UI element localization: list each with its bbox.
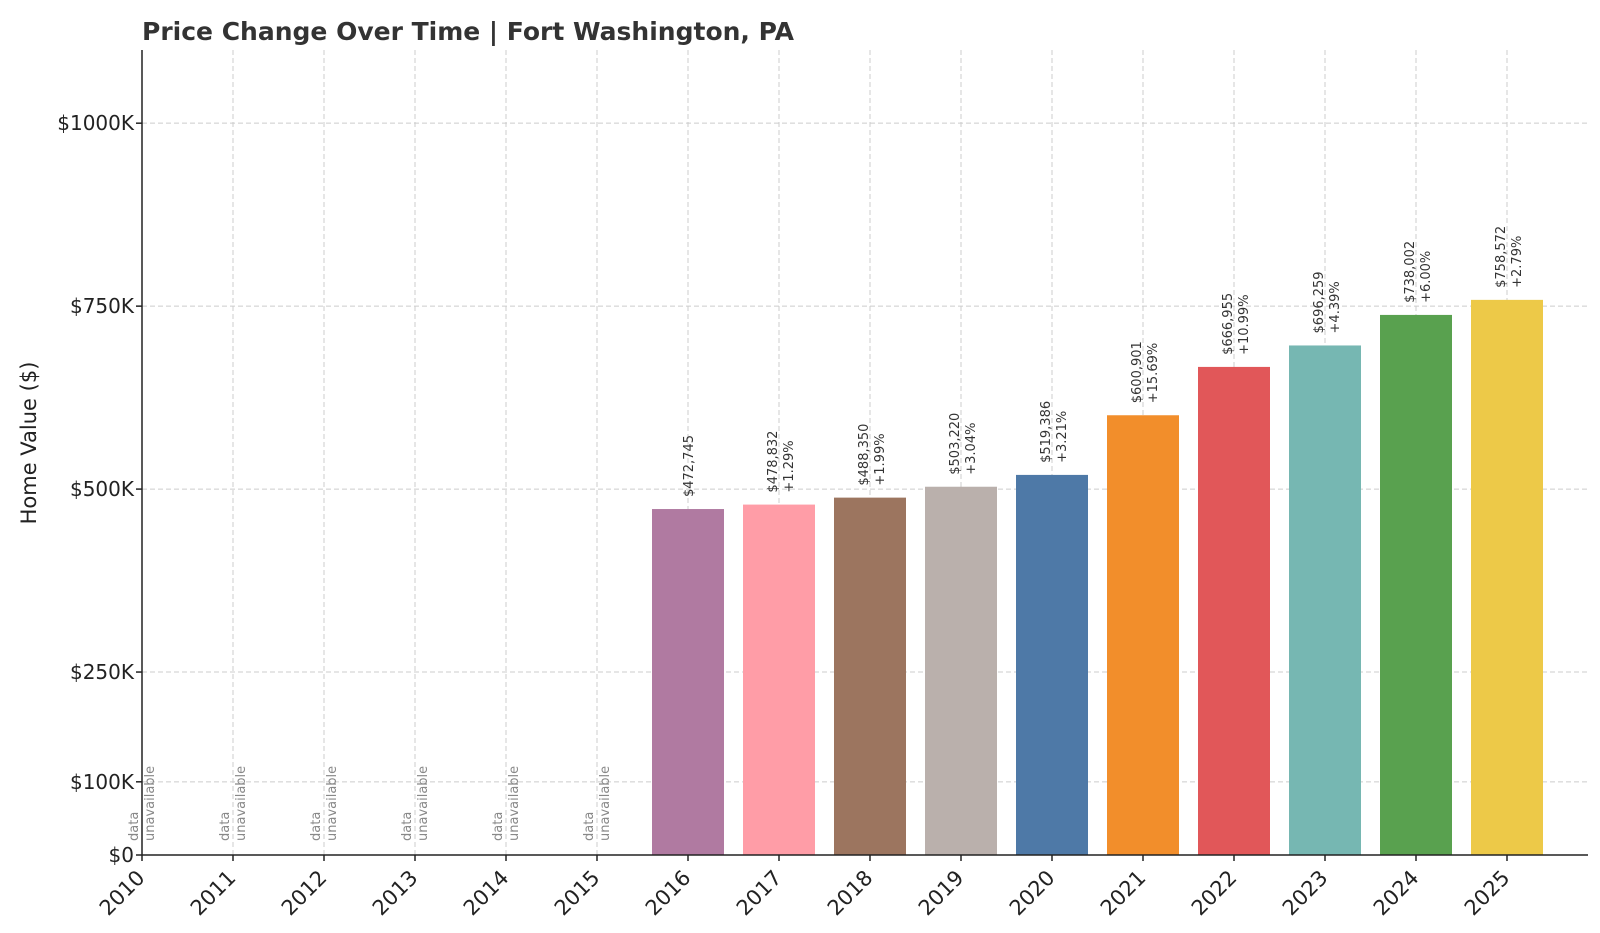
unavailable-label: data: [127, 812, 142, 841]
x-tick-label-2015: 2015: [550, 866, 605, 921]
x-tick-label-2021: 2021: [1096, 866, 1151, 921]
unavailable-label: data: [218, 812, 233, 841]
x-tick-label-2017: 2017: [732, 866, 787, 921]
value-label-2018: $488,350: [857, 424, 872, 486]
bar-2018: [834, 497, 906, 855]
unavailable-label: unavailable: [598, 766, 613, 841]
y-tick-label: $100K: [70, 770, 135, 794]
bar-2017: [743, 504, 815, 855]
unavailable-label: unavailable: [325, 766, 340, 841]
change-label-2021: +15.69%: [1146, 343, 1161, 403]
y-tick-label: $1000K: [57, 111, 135, 135]
change-label-2017: +1.29%: [782, 440, 797, 492]
value-label-2019: $503,220: [948, 413, 963, 475]
y-axis-label: Home Value ($): [17, 362, 41, 525]
unavailable-label: data: [582, 812, 597, 841]
x-tick-label-2023: 2023: [1278, 866, 1333, 921]
change-label-2022: +10.99%: [1237, 294, 1252, 354]
bars: [652, 299, 1543, 855]
change-label-2023: +4.39%: [1328, 281, 1343, 333]
bar-2019: [925, 486, 997, 855]
x-tick-label-2012: 2012: [277, 866, 332, 921]
change-label-2020: +3.21%: [1055, 411, 1070, 463]
x-tick-label-2013: 2013: [368, 866, 423, 921]
chart-title: Price Change Over Time | Fort Washington…: [142, 17, 795, 46]
y-tick-label: $750K: [70, 294, 135, 318]
bar-2022: [1198, 366, 1270, 855]
x-tick-label-2011: 2011: [186, 866, 241, 921]
y-tick-label: $0: [109, 843, 134, 867]
bar-2016: [652, 509, 724, 855]
change-label-2024: +6.00%: [1419, 251, 1434, 303]
x-tick-label-2010: 2010: [95, 866, 150, 921]
x-tick-label-2014: 2014: [459, 866, 514, 921]
bar-labels: data unavailable data unavailable data unavai…: [127, 226, 1525, 841]
x-tick-label-2018: 2018: [823, 866, 878, 921]
change-label-2018: +1.99%: [873, 433, 888, 485]
value-label-2024: $738,002: [1403, 241, 1418, 303]
bar-2020: [1016, 474, 1088, 855]
value-label-2021: $600,901: [1130, 341, 1145, 403]
unavailable-label: data: [491, 812, 506, 841]
unavailable-label: data: [400, 812, 415, 841]
y-tick-label: $250K: [70, 660, 135, 684]
value-label-2016: $472,745: [682, 435, 697, 497]
value-label-2023: $696,259: [1312, 271, 1327, 333]
unavailable-label: data: [309, 812, 324, 841]
x-tick-label-2020: 2020: [1005, 866, 1060, 921]
unavailable-label: unavailable: [507, 766, 522, 841]
unavailable-label: unavailable: [143, 766, 158, 841]
x-tick-label-2024: 2024: [1369, 866, 1424, 921]
change-label-2025: +2.79%: [1510, 236, 1525, 288]
change-label-2019: +3.04%: [964, 423, 979, 475]
value-label-2020: $519,386: [1039, 401, 1054, 463]
y-tick-label: $500K: [70, 477, 135, 501]
x-tick-label-2022: 2022: [1187, 866, 1242, 921]
value-label-2022: $666,955: [1221, 293, 1236, 355]
x-tick-label-2025: 2025: [1460, 866, 1515, 921]
unavailable-label: unavailable: [234, 766, 249, 841]
value-label-2017: $478,832: [766, 431, 781, 493]
x-tick-label-2019: 2019: [914, 866, 969, 921]
bar-2021: [1107, 415, 1179, 855]
bar-2023: [1289, 345, 1361, 855]
x-tick-label-2016: 2016: [641, 866, 696, 921]
value-label-2025: $758,572: [1494, 226, 1509, 288]
bar-2025: [1471, 299, 1543, 855]
bar-2024: [1380, 314, 1452, 855]
unavailable-label: unavailable: [416, 766, 431, 841]
